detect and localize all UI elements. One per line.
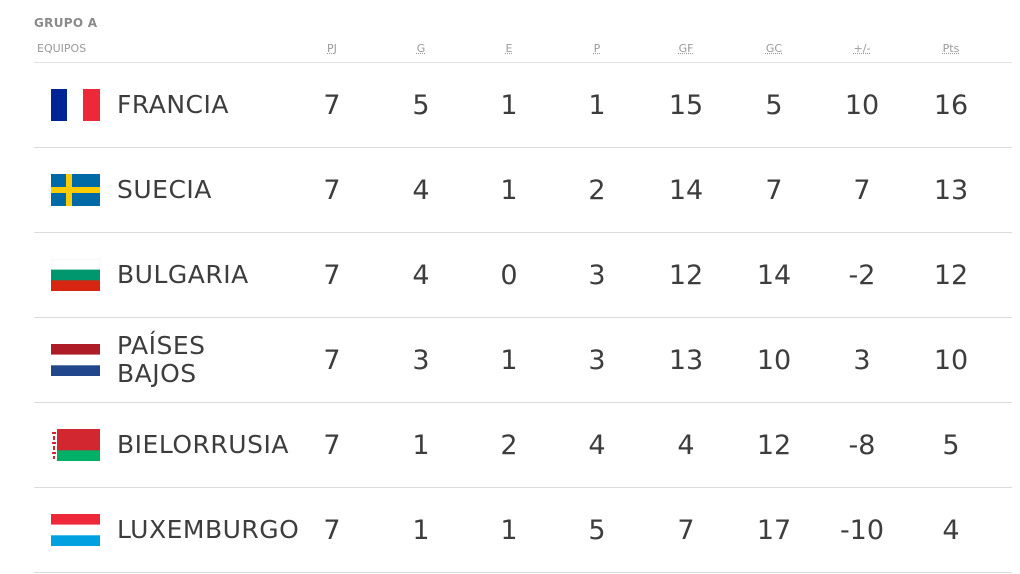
cell-gc: 12 (756, 429, 792, 461)
team-name: PAÍSES BAJOS (117, 331, 206, 388)
cell-pj: 7 (323, 174, 341, 206)
cell-pj: 7 (323, 344, 341, 376)
cell-gf: 7 (677, 514, 695, 546)
header-pj: PJ (327, 42, 337, 55)
cell-e: 1 (500, 89, 518, 121)
bulgaria-flag-icon (51, 259, 100, 291)
header-e: E (505, 42, 513, 55)
cell-e: 1 (500, 174, 518, 206)
cell-pj: 7 (323, 259, 341, 291)
cell-g: 3 (412, 344, 430, 376)
netherlands-flag-icon (51, 344, 100, 376)
header-dif: +/- (853, 42, 871, 55)
cell-gc: 10 (756, 344, 792, 376)
table-row: BIELORRUSIA 7 1 2 4 4 12 -8 5 (34, 403, 1012, 488)
cell-pj: 7 (323, 89, 341, 121)
cell-dif: -8 (848, 429, 876, 461)
team-name: LUXEMBURGO (117, 515, 300, 544)
cell-pts: 4 (942, 514, 960, 546)
cell-g: 1 (412, 429, 430, 461)
cell-dif: 3 (853, 344, 871, 376)
cell-pts: 16 (933, 89, 969, 121)
cell-e: 0 (500, 259, 518, 291)
group-title: GRUPO A (34, 16, 98, 30)
belarus-flag-icon (51, 429, 100, 461)
header-p: P (593, 42, 601, 55)
cell-pj: 7 (323, 429, 341, 461)
cell-p: 3 (588, 344, 606, 376)
cell-g: 4 (412, 259, 430, 291)
team-name: SUECIA (117, 175, 212, 204)
header-gc: GC (765, 42, 783, 55)
cell-p: 2 (588, 174, 606, 206)
team-name: FRANCIA (117, 90, 229, 119)
cell-dif: -2 (848, 259, 876, 291)
cell-dif: -10 (839, 514, 885, 546)
cell-pts: 10 (933, 344, 969, 376)
cell-dif: 10 (844, 89, 880, 121)
cell-gf: 13 (668, 344, 704, 376)
cell-p: 4 (588, 429, 606, 461)
team-name: BULGARIA (117, 260, 249, 289)
cell-gc: 14 (756, 259, 792, 291)
cell-e: 2 (500, 429, 518, 461)
cell-gf: 14 (668, 174, 704, 206)
table-row: FRANCIA 7 5 1 1 15 5 10 16 (34, 63, 1012, 148)
header-team: EQUIPOS (37, 42, 87, 55)
luxembourg-flag-icon (51, 514, 100, 546)
cell-gc: 5 (765, 89, 783, 121)
cell-e: 1 (500, 344, 518, 376)
cell-p: 3 (588, 259, 606, 291)
cell-g: 4 (412, 174, 430, 206)
cell-gc: 7 (765, 174, 783, 206)
cell-p: 1 (588, 89, 606, 121)
cell-g: 5 (412, 89, 430, 121)
cell-gf: 4 (677, 429, 695, 461)
team-name: BIELORRUSIA (117, 430, 289, 459)
cell-e: 1 (500, 514, 518, 546)
cell-pj: 7 (323, 514, 341, 546)
cell-gc: 17 (756, 514, 792, 546)
sweden-flag-icon (51, 174, 100, 206)
standings-table: EQUIPOS PJ G E P GF GC +/- Pts FRANCIA 7… (34, 38, 1012, 573)
france-flag-icon (51, 89, 100, 121)
table-row: PAÍSES BAJOS 7 3 1 3 13 10 3 10 (34, 318, 1012, 403)
table-row: SUECIA 7 4 1 2 14 7 7 13 (34, 148, 1012, 233)
cell-dif: 7 (853, 174, 871, 206)
cell-pts: 5 (942, 429, 960, 461)
header-g: G (416, 42, 426, 55)
table-header: EQUIPOS PJ G E P GF GC +/- Pts (34, 38, 1012, 63)
table-row: LUXEMBURGO 7 1 1 5 7 17 -10 4 (34, 488, 1012, 573)
header-gf: GF (678, 42, 694, 55)
cell-p: 5 (588, 514, 606, 546)
cell-pts: 12 (933, 259, 969, 291)
cell-gf: 12 (668, 259, 704, 291)
cell-g: 1 (412, 514, 430, 546)
header-pts: Pts (942, 42, 960, 55)
table-row: BULGARIA 7 4 0 3 12 14 -2 12 (34, 233, 1012, 318)
cell-gf: 15 (668, 89, 704, 121)
cell-pts: 13 (933, 174, 969, 206)
